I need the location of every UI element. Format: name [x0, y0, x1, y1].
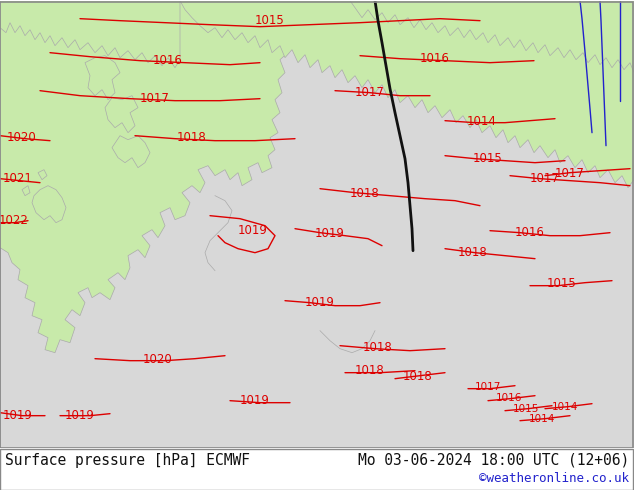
Text: 1020: 1020 [143, 353, 173, 366]
Polygon shape [0, 0, 180, 68]
Polygon shape [22, 186, 30, 196]
Text: 1019: 1019 [240, 394, 270, 407]
Text: 1016: 1016 [153, 54, 183, 67]
Text: 1018: 1018 [355, 364, 385, 377]
Text: 1021: 1021 [3, 172, 33, 185]
Text: 1016: 1016 [420, 52, 450, 65]
Text: 1018: 1018 [363, 341, 393, 354]
Text: 1019: 1019 [3, 409, 33, 422]
Text: 1017: 1017 [530, 172, 560, 185]
Polygon shape [32, 186, 66, 222]
Polygon shape [350, 0, 634, 73]
Text: 1017: 1017 [140, 92, 170, 105]
Text: ©weatheronline.co.uk: ©weatheronline.co.uk [479, 471, 629, 485]
Text: 1018: 1018 [403, 370, 433, 383]
Text: 1014: 1014 [467, 115, 497, 128]
Text: Surface pressure [hPa] ECMWF: Surface pressure [hPa] ECMWF [5, 453, 250, 468]
Text: 1016: 1016 [515, 226, 545, 239]
Text: 1014: 1014 [529, 414, 555, 424]
Text: 1019: 1019 [238, 224, 268, 237]
Polygon shape [38, 170, 47, 180]
Text: 1015: 1015 [473, 152, 503, 165]
Text: 1019: 1019 [65, 409, 95, 422]
Text: 1019: 1019 [315, 227, 345, 240]
Polygon shape [112, 136, 150, 168]
Text: 1017: 1017 [475, 382, 501, 392]
Polygon shape [85, 56, 120, 99]
Text: Mo 03-06-2024 18:00 UTC (12+06): Mo 03-06-2024 18:00 UTC (12+06) [358, 453, 629, 468]
Text: 1016: 1016 [496, 392, 522, 403]
Text: 1015: 1015 [255, 14, 285, 27]
Text: 1015: 1015 [547, 277, 577, 290]
Text: 1015: 1015 [513, 404, 539, 414]
Polygon shape [105, 96, 138, 133]
Polygon shape [0, 0, 292, 448]
Text: 1022: 1022 [0, 214, 29, 227]
Polygon shape [180, 0, 634, 188]
Text: 1018: 1018 [350, 187, 380, 200]
Text: 1019: 1019 [305, 296, 335, 309]
Text: 1020: 1020 [7, 131, 37, 144]
Text: 1018: 1018 [458, 246, 488, 259]
Text: 1014: 1014 [552, 402, 578, 412]
Text: 1018: 1018 [177, 131, 207, 144]
Text: 1017: 1017 [555, 167, 585, 180]
Text: 1017: 1017 [355, 86, 385, 99]
